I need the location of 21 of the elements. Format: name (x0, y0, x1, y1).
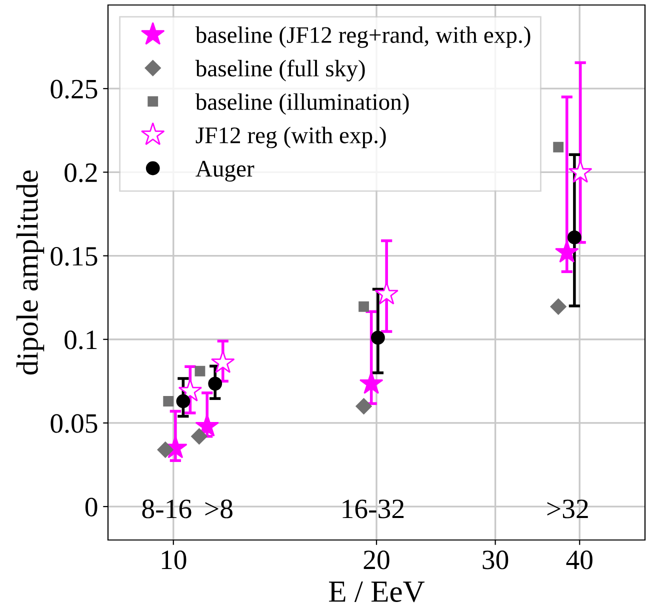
y-axis-title: dipole amplitude (16, 170, 44, 374)
legend-label: JF12 reg (with exp.) (196, 126, 386, 148)
legend-label: Auger (196, 160, 254, 182)
annotation: >8 (205, 500, 232, 518)
y-tick-label: 0.2 (64, 163, 97, 182)
x-tick-label: 20 (364, 550, 390, 570)
x-tick-label: 40 (566, 550, 592, 570)
y-tick-label: 0.1 (64, 330, 97, 350)
annotation: 16-32 (342, 500, 404, 518)
annotation: 8-16 (142, 500, 192, 518)
x-tick-label: 30 (482, 550, 508, 570)
y-tick-label: 0.25 (50, 80, 98, 99)
y-tick-label: 0 (85, 498, 98, 516)
x-tick-label: 10 (162, 550, 186, 570)
x-axis-title: E / EeV (329, 582, 425, 602)
legend-label: baseline (JF12 reg+rand, with exp.) (195, 26, 530, 48)
legend-label: baseline (illumination) (195, 93, 409, 115)
legend-label: baseline (full sky) (195, 60, 365, 82)
annotation: >32 (547, 500, 588, 518)
y-tick-label: 0.15 (50, 246, 98, 266)
y-tick-label: 0.05 (50, 414, 98, 433)
